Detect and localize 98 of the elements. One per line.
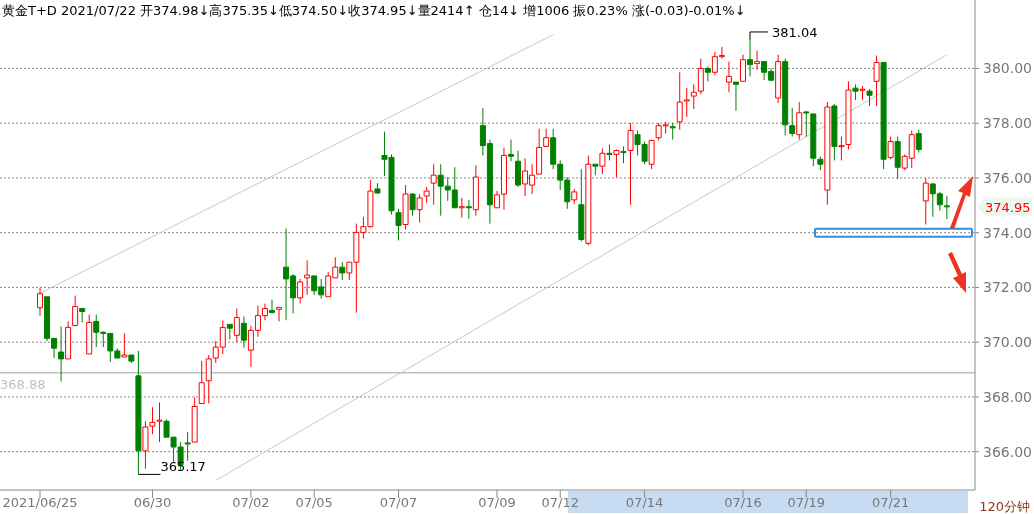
y-tick-label: 374.00 [983, 224, 1032, 241]
candlestick [873, 55, 880, 107]
candlestick [915, 129, 922, 153]
candlestick [276, 306, 283, 322]
candlestick [430, 163, 437, 206]
candlestick [599, 147, 606, 175]
x-tick-label: 07/19 [787, 495, 825, 510]
candlestick [465, 199, 472, 220]
candlestick [508, 139, 515, 162]
candlestick [402, 184, 409, 230]
candlestick [627, 122, 634, 206]
candlestick [578, 168, 585, 242]
x-axis-title: 120分钟 [979, 499, 1030, 514]
candlestick [121, 332, 128, 358]
x-tick-label: 07/16 [724, 495, 762, 510]
ref-line-label: 368.88 [0, 376, 46, 392]
candlestick [543, 128, 550, 147]
candlestick [395, 208, 402, 241]
x-tick-label: 07/14 [625, 495, 664, 510]
candlestick [838, 136, 845, 161]
candlestick [866, 88, 873, 107]
candlestick [240, 315, 247, 349]
candlestick [304, 259, 311, 296]
candlestick [740, 54, 746, 82]
y-tick-label: 372.00 [983, 279, 1032, 296]
candlestick [339, 261, 346, 281]
candlestick [72, 295, 79, 327]
x-tick-label: 06/30 [133, 495, 172, 510]
candlestick [198, 360, 205, 404]
candlestick [894, 136, 901, 180]
candlestick [824, 101, 831, 206]
candlestick [817, 155, 824, 171]
candlestick [620, 145, 627, 164]
candlestick [233, 308, 240, 343]
candlestick [37, 287, 43, 317]
candlestick [782, 58, 789, 136]
candlestick [606, 144, 613, 161]
candlestick [732, 81, 739, 112]
y-tick-label: 380.00 [983, 60, 1032, 77]
candlestick [613, 148, 620, 178]
candlestick [226, 323, 233, 340]
chart-title: 黄金T+D 2021/07/22 开374.98↓高375.35↓低374.50↓收374.95↓量2414↑ 仓14↓ 增1006 振0.23% 涨(-0.03)-0.01%↓ [2, 3, 746, 18]
candlestick [831, 103, 838, 161]
x-tick-label: 2021/06/25 [2, 495, 78, 510]
candlestick [135, 350, 142, 475]
candlestick [297, 278, 304, 305]
x-tick-label: 07/02 [232, 495, 270, 510]
candlestick [86, 314, 93, 355]
y-tick-label: 366.00 [983, 443, 1032, 460]
candlestick [515, 150, 522, 188]
candlestick [58, 325, 65, 383]
candlestick [416, 193, 423, 224]
candlestick [592, 163, 599, 176]
candlestick [374, 182, 381, 195]
candlestick [458, 197, 465, 219]
candlestick [725, 61, 732, 93]
candlestick [775, 54, 782, 104]
annotation: 365.17 [160, 459, 206, 475]
x-tick-label: 07/12 [541, 495, 579, 510]
candlestick [796, 101, 803, 141]
x-tick-label: 07/09 [478, 495, 516, 510]
x-tick-label: 07/21 [871, 495, 910, 510]
y-tick-label: 368.00 [983, 388, 1032, 405]
candlestick [922, 177, 929, 225]
candlestick [880, 61, 887, 170]
candlestick [536, 128, 543, 175]
candlestick [409, 192, 416, 217]
candlestick [789, 107, 796, 138]
candlestick [65, 320, 72, 360]
annotation: 381.04 [772, 24, 818, 40]
y-tick-label: 376.00 [983, 169, 1032, 186]
candlestick [423, 186, 430, 204]
candlestick [191, 396, 198, 443]
candlestick [648, 139, 655, 170]
candlestick [585, 154, 592, 246]
candlestick [859, 85, 866, 101]
candlestick [571, 188, 578, 205]
candlestick [128, 354, 135, 364]
candlestick [852, 83, 859, 101]
x-tick-label: 07/05 [295, 495, 333, 510]
candlestick [845, 80, 852, 150]
candlestick [754, 50, 761, 71]
text: 374.95 [985, 199, 1031, 215]
candlestick [887, 136, 894, 160]
candlestick [79, 308, 86, 323]
candlestick [747, 39, 754, 77]
candlestick [156, 401, 163, 443]
candlestick [690, 83, 697, 110]
candlestick [697, 58, 704, 95]
candlestick [472, 164, 479, 217]
candlestick [268, 299, 275, 314]
candlestick [704, 66, 711, 82]
y-tick-label: 378.00 [983, 115, 1032, 132]
y-tick-label: 370.00 [983, 334, 1032, 351]
candlestick [669, 122, 676, 141]
candlestick [943, 195, 950, 220]
x-tick-label: 07/07 [379, 495, 418, 510]
candlestick [184, 431, 191, 462]
